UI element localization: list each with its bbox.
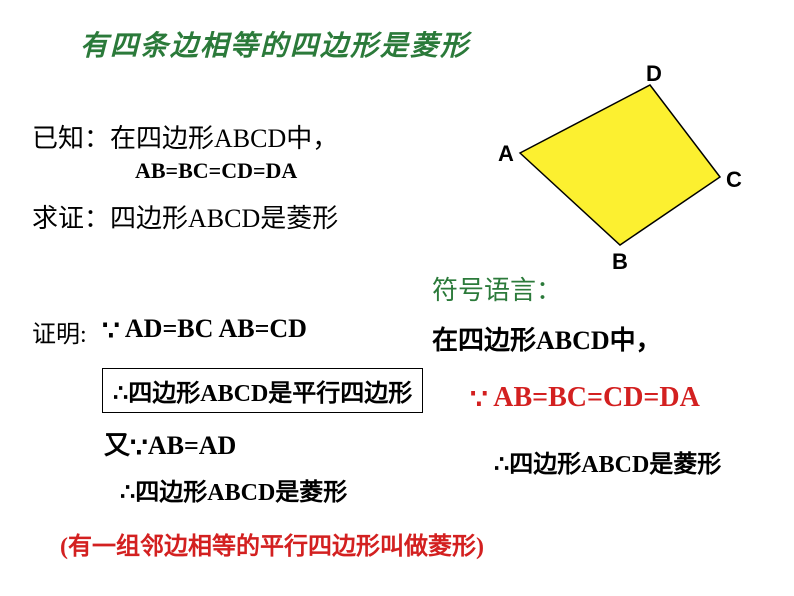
therefore-symbol: ∴ (113, 381, 128, 407)
symbolic-line2-text: AB=BC=CD=DA (488, 382, 700, 413)
proof-line-1: ∵ AD=BC AB=CD (102, 314, 307, 348)
rhombus-svg (490, 75, 750, 275)
because-symbol: ∵ (102, 316, 120, 347)
rhombus-shape (520, 85, 720, 245)
vertex-label-d: D (646, 61, 662, 87)
because-symbol-2: ∵ (130, 433, 148, 464)
rhombus-diagram: A B C D (490, 75, 750, 275)
symbolic-heading: 符号语言： (432, 270, 562, 307)
therefore-symbol-3: ∴ (494, 452, 509, 478)
given-label: 已知：在四边形ABCD中， (32, 118, 338, 155)
proof-line3-prefix: 又 (104, 431, 130, 460)
proof-line-2-boxed: ∴四边形ABCD是平行四边形 (102, 368, 423, 413)
symbolic-line-3: ∴四边形ABCD是菱形 (494, 444, 721, 479)
page-title: 有四条边相等的四边形是菱形 (80, 24, 470, 64)
vertex-label-c: C (726, 167, 742, 193)
because-symbol-3: ∵ (470, 385, 488, 416)
proof-line-3: 又∵AB=AD (104, 425, 236, 465)
proof-line1-text: AD=BC AB=CD (125, 314, 307, 343)
symbolic-line-2: ∵ AB=BC=CD=DA (470, 382, 700, 417)
proof-line-4: ∴四边形ABCD是菱形 (120, 472, 347, 507)
symbolic-line-1: 在四边形ABCD中， (432, 320, 662, 357)
definition-note: (有一组邻边相等的平行四边形叫做菱形) (60, 526, 484, 561)
vertex-label-b: B (612, 249, 628, 275)
prove-statement: 求证：四边形ABCD是菱形 (32, 198, 338, 235)
proof-line2-text: 四边形ABCD是平行四边形 (128, 381, 412, 407)
proof-label: 证明: (32, 314, 87, 349)
proof-line3-text: AB=AD (148, 431, 237, 460)
symbolic-line3-text: 四边形ABCD是菱形 (509, 452, 721, 478)
given-condition: AB=BC=CD=DA (135, 158, 297, 184)
therefore-symbol-2: ∴ (120, 480, 135, 506)
proof-line4-text: 四边形ABCD是菱形 (135, 480, 347, 506)
vertex-label-a: A (498, 141, 514, 167)
